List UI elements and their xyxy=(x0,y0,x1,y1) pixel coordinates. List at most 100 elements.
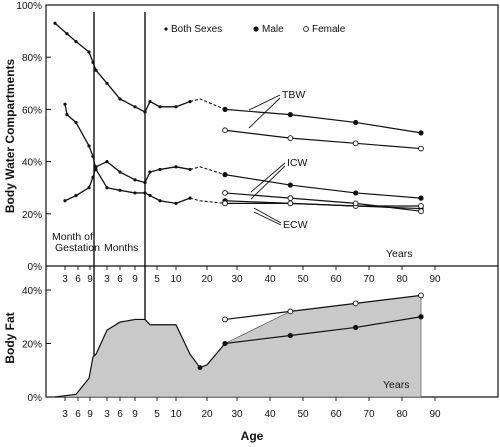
fat-y-axis: 0% 20% 40% xyxy=(22,286,51,404)
icw-both-point xyxy=(105,160,109,164)
icw-both-dashed-bridge xyxy=(189,166,226,176)
icw-both-point xyxy=(174,165,178,169)
x-tick-label-top: 3 xyxy=(62,274,68,285)
ecw-both-point xyxy=(188,196,192,200)
ecw-female-line xyxy=(225,202,421,207)
legend-female-marker xyxy=(303,26,309,32)
icw-both-point xyxy=(63,199,67,203)
tbw-both-point xyxy=(118,97,122,101)
fat-female-point xyxy=(222,316,228,323)
tbw-female-point xyxy=(287,135,294,141)
icw-male-point xyxy=(418,195,424,201)
fat-y-tick-label: 40% xyxy=(22,286,42,297)
water-y-axis: 0% 20% 40% 60% 80% 100% xyxy=(16,1,51,273)
tbw-pointer-female xyxy=(248,97,281,129)
tbw-both-point xyxy=(74,39,78,44)
x-tick-label-bottom: 50 xyxy=(297,409,309,420)
tbw-both-point xyxy=(148,99,152,104)
x-tick-label-bottom: 20 xyxy=(201,409,213,420)
tbw-male-point xyxy=(222,106,228,112)
fat-female-point xyxy=(418,292,424,299)
month-of-label: Month of xyxy=(52,231,93,243)
x-tick-label-bottom: 30 xyxy=(231,409,243,420)
x-tick-label-bottom: 70 xyxy=(363,409,375,420)
fat-female-line xyxy=(224,294,422,321)
tbw-female-point xyxy=(418,145,424,152)
chart-marks xyxy=(53,21,424,398)
x-tick-label-bottom: 9 xyxy=(132,409,138,420)
ecw-both-point xyxy=(105,186,109,190)
ecw-both-point xyxy=(118,188,122,192)
x-tick-label-top: 60 xyxy=(330,274,342,285)
fat-male-point xyxy=(418,314,424,320)
x-tick-label-top: 20 xyxy=(201,274,213,285)
ecw-both-point xyxy=(143,191,147,195)
icw-male-line xyxy=(224,174,422,199)
legend-male-marker xyxy=(253,26,259,32)
tbw-female-line xyxy=(224,129,422,150)
ecw-both-point xyxy=(174,201,178,205)
icw-both-point xyxy=(118,170,122,174)
x-axis-title: Age xyxy=(241,429,264,443)
legend-both-marker xyxy=(164,27,168,31)
x-tick-label-bottom: 6 xyxy=(75,409,81,420)
icw-male-point xyxy=(353,190,359,196)
water-y-tick-label: 80% xyxy=(22,53,42,64)
ecw-female-point xyxy=(287,200,294,207)
x-tick-label-top: 30 xyxy=(231,274,243,285)
tbw-label: TBW xyxy=(282,89,305,101)
ecw-both-dashed-bridge xyxy=(189,197,226,204)
gestation-label: Gestation xyxy=(55,242,100,254)
tbw-both-point xyxy=(91,60,95,65)
icw-label: ICW xyxy=(287,157,308,169)
x-tick-label-top: 6 xyxy=(117,274,123,285)
water-y-tick-label: 20% xyxy=(22,210,42,221)
x-tick-label-top: 3 xyxy=(104,274,110,285)
x-tick-label-top: 40 xyxy=(264,274,276,285)
icw-pointer-female xyxy=(250,165,286,200)
x-tick-label-bottom: 90 xyxy=(429,409,441,420)
months-label: Months xyxy=(104,242,138,254)
icw-both-point xyxy=(143,180,147,185)
ecw-both-point xyxy=(74,120,78,125)
tbw-female-point xyxy=(352,140,359,147)
icw-both-point xyxy=(158,167,162,172)
years-label-bottom: Years xyxy=(383,379,409,391)
tbw-both-point xyxy=(133,105,137,109)
tbw-pointer-male xyxy=(248,94,281,111)
ecw-pointer-male xyxy=(253,207,282,224)
icw-male-point xyxy=(287,182,293,188)
icw-female-point xyxy=(418,208,424,215)
icw-both-point xyxy=(74,193,78,198)
years-label-top: Years xyxy=(386,248,412,260)
x-tick-label-bottom: 9 xyxy=(87,409,93,420)
x-tick-label-top: 6 xyxy=(75,274,81,285)
tbw-male-line xyxy=(224,108,422,134)
x-tick-label-bottom: 3 xyxy=(104,409,110,420)
x-tick-label-top: 9 xyxy=(87,274,93,285)
tbw-male-point xyxy=(418,130,424,136)
tbw-male-point xyxy=(353,119,359,126)
water-y-tick-label: 0% xyxy=(28,262,43,273)
x-tick-label-bottom: 3 xyxy=(62,409,68,420)
tbw-both-point xyxy=(174,105,178,109)
icw-pointer-male xyxy=(250,162,286,193)
ecw-both-point xyxy=(87,144,91,148)
water-y-axis-title: Body Water Compartments xyxy=(3,59,17,214)
tbw-both-point xyxy=(65,32,69,36)
ecw-both-point xyxy=(65,113,69,117)
tbw-both-dashed-bridge xyxy=(189,98,226,110)
x-tick-label-top: 5 xyxy=(154,274,160,285)
x-tick-label-bottom: 80 xyxy=(396,409,408,420)
ecw-both-point xyxy=(158,199,162,203)
x-tick-label-top: 50 xyxy=(297,274,309,285)
tbw-female-point xyxy=(222,127,228,134)
legend-male-label: Male xyxy=(262,24,284,35)
tbw-both-point xyxy=(94,68,98,72)
fat-male-point xyxy=(222,340,228,347)
icw-both-line xyxy=(64,160,191,202)
fat-male-point xyxy=(353,324,359,331)
legend-both-label: Both Sexes xyxy=(171,24,222,35)
icw-female-point xyxy=(352,200,359,207)
